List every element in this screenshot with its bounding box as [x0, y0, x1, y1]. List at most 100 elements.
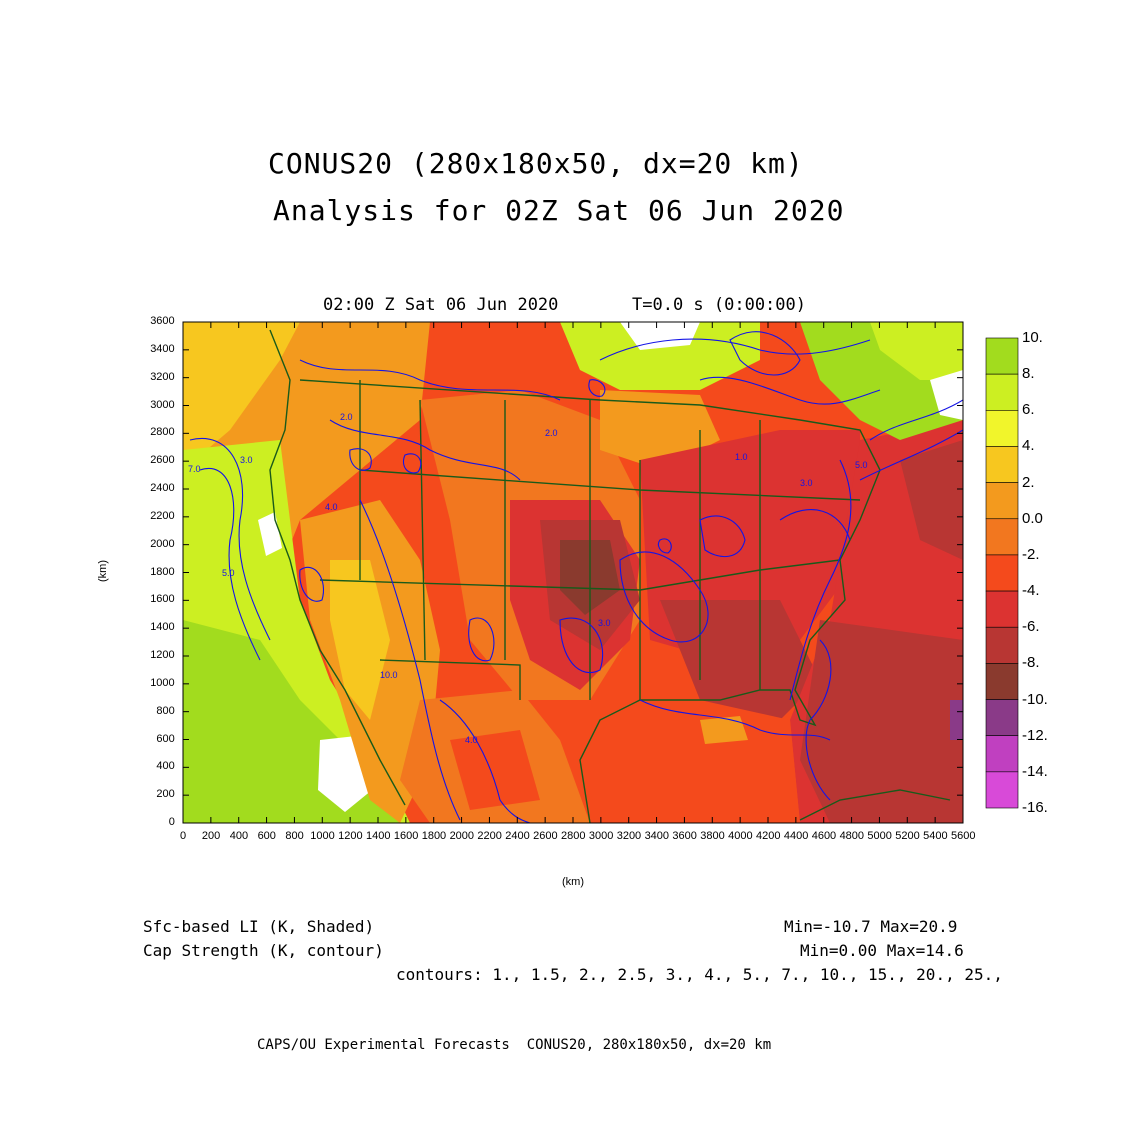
y-tick-label: 2200: [150, 509, 175, 522]
y-tick-label: 1200: [150, 649, 175, 661]
y-tick-label: 1000: [150, 676, 175, 689]
contour-label: 3.0: [598, 618, 611, 628]
x-tick-label: 200: [201, 830, 221, 842]
y-tick-label: 400: [156, 760, 175, 773]
x-tick-label: 5400: [923, 830, 948, 842]
contour-label: 4.0: [465, 735, 478, 745]
colorbar: [985, 337, 1019, 809]
y-axis-label: (km): [97, 560, 109, 582]
cap-strength-contours: [189, 331, 963, 823]
colorbar-label: 4.: [1022, 437, 1035, 455]
y-tick-label: 800: [156, 704, 175, 717]
x-tick-label: 2400: [505, 830, 530, 842]
x-tick-label: 4400: [783, 830, 809, 842]
colorbar-label: -14.: [1022, 762, 1048, 780]
x-tick-label: 4000: [728, 830, 753, 842]
x-tick-label: 4600: [811, 830, 837, 842]
colorbar-swatch: [985, 735, 1019, 773]
shaded-field-name: Sfc-based LI (K, Shaded): [143, 917, 375, 936]
axis-ticks: [182, 321, 964, 824]
colorbar-swatch: [985, 771, 1019, 809]
y-tick-label: 2800: [150, 426, 175, 439]
colorbar-label: -8.: [1022, 654, 1040, 672]
y-tick-label: 200: [156, 788, 175, 801]
x-tick-label: 800: [285, 830, 304, 842]
x-tick-label: 1600: [393, 830, 419, 842]
colorbar-label: 6.: [1022, 401, 1035, 419]
x-tick-label: 3600: [672, 830, 697, 842]
x-axis-label: (km): [562, 876, 584, 888]
y-tick-label: 1600: [150, 593, 175, 606]
contour-field-name: Cap Strength (K, contour): [143, 941, 384, 960]
contour-label: 5.0: [855, 460, 868, 470]
footer-credit: CAPS/OU Experimental Forecasts CONUS20, …: [257, 1037, 772, 1053]
x-tick-label: 600: [257, 830, 276, 842]
y-tick-label: 1400: [150, 621, 175, 634]
y-tick-label: 2600: [150, 454, 175, 467]
x-tick-label: 2800: [561, 830, 586, 842]
x-tick-label: 5200: [895, 830, 920, 842]
contour-label: 7.0: [188, 464, 201, 474]
colorbar-swatch: [985, 554, 1019, 592]
y-tick-label: 3200: [150, 370, 175, 383]
x-tick-label: 400: [229, 830, 249, 842]
x-tick-label: 2200: [477, 830, 502, 842]
colorbar-swatch: [985, 663, 1019, 700]
li-shaded-field: [183, 322, 963, 823]
y-tick-label: 600: [156, 732, 175, 745]
x-tick-label: 5000: [867, 830, 892, 842]
colorbar-swatch: [985, 373, 1019, 411]
colorbar-swatch: [985, 482, 1019, 520]
colorbar-label: -6.: [1022, 618, 1040, 636]
y-tick-label: 3000: [150, 398, 175, 411]
x-tick-label: 2000: [449, 830, 475, 842]
contour-label: 1.0: [735, 452, 748, 462]
shaded-field-stats: Min=-10.7 Max=20.9: [784, 917, 958, 936]
colorbar-swatch: [985, 446, 1019, 483]
x-tick-label: 2600: [533, 830, 558, 842]
colorbar-label: 10.: [1022, 329, 1043, 346]
x-tick-label: 3800: [700, 830, 725, 842]
x-tick-label: 0: [180, 830, 187, 842]
boundary-lines: [269, 329, 951, 823]
y-tick-label: 2400: [150, 482, 175, 494]
colorbar-label: -4.: [1022, 582, 1040, 600]
colorbar-swatch: [985, 626, 1019, 664]
colorbar-label: 8.: [1022, 365, 1035, 383]
contour-label: 10.0: [380, 670, 398, 680]
x-tick-label: 4200: [756, 830, 781, 842]
title-line-1: CONUS20 (280x180x50, dx=20 km): [268, 147, 804, 180]
contour-label: 3.0: [240, 455, 253, 465]
colorbar-label: -16.: [1022, 799, 1048, 816]
x-tick-label: 4800: [839, 830, 865, 842]
x-tick-label: 1400: [366, 830, 391, 842]
x-tick-label: 3400: [644, 830, 670, 842]
contour-label: 2.0: [545, 428, 558, 438]
x-tick-label: 5600: [951, 830, 976, 842]
colorbar-label: -2.: [1022, 545, 1040, 563]
colorbar-swatch: [985, 699, 1019, 736]
contour-levels: contours: 1., 1.5, 2., 2.5, 3., 4., 5., …: [396, 965, 1003, 984]
y-tick-label: 1800: [150, 565, 175, 578]
colorbar-swatch: [985, 590, 1019, 628]
colorbar-label: -10.: [1022, 690, 1048, 708]
colorbar-swatch: [985, 410, 1019, 447]
x-tick-label: 3000: [588, 830, 614, 842]
y-tick-label: 3600: [150, 315, 175, 327]
contour-label: 5.0: [222, 568, 235, 578]
contour-label: 2.0: [340, 412, 353, 422]
y-tick-label: 0: [168, 816, 175, 828]
colorbar-label: 2.: [1022, 473, 1035, 491]
contour-field-stats: Min=0.00 Max=14.6: [800, 941, 964, 960]
colorbar-swatch: [985, 337, 1019, 375]
x-tick-label: 1800: [421, 830, 447, 842]
x-tick-label: 3200: [616, 830, 642, 842]
colorbar-label: 0.0: [1022, 509, 1043, 527]
title-line-2: Analysis for 02Z Sat 06 Jun 2020: [273, 194, 845, 227]
colorbar-label: -12.: [1022, 726, 1048, 744]
x-tick-label: 1200: [338, 830, 363, 842]
contour-label: 4.0: [325, 502, 338, 512]
y-tick-label: 2000: [150, 537, 175, 550]
